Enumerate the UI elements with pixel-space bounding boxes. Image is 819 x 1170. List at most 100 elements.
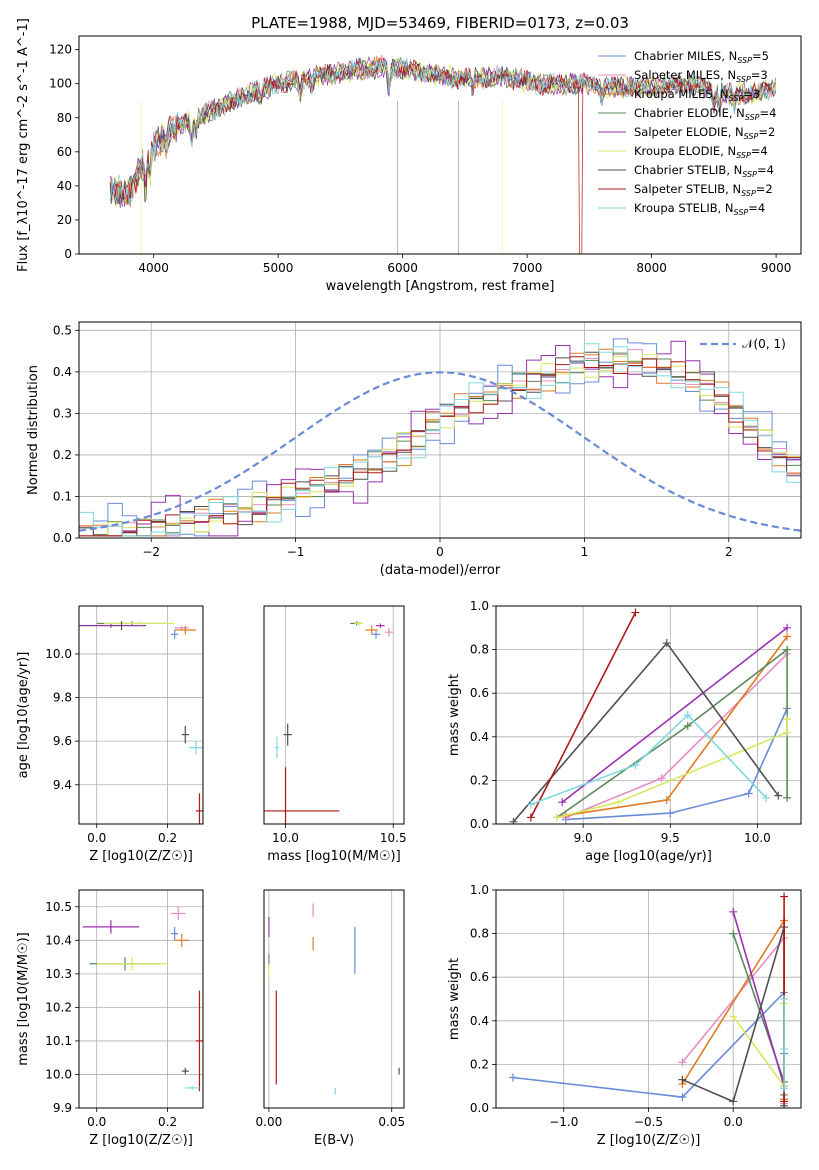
y-axis-label: mass weight [447,958,462,1040]
y-tick-label: 10.3 [45,967,72,981]
plot-area [509,608,792,824]
x-tick-label: −1.0 [549,1115,578,1129]
y-tick-label: 0.3 [53,406,72,420]
legend-entry: 𝒩(0, 1) [742,337,786,351]
x-tick-label: −1 [287,545,305,559]
legend-text: Salpeter ELODIE, N [634,125,744,139]
legend-value: =2 [756,182,773,196]
weight-line-kroupa_stelib [530,713,767,806]
weight-marker-chabrier_stelib [662,639,671,648]
legend-text: Chabrier STELIB, N [634,163,742,177]
legend-text: Kroupa MILES, N [634,87,729,101]
panel-0: 4000 5000 6000 7000 8000 9000 0 20 40 60 80 100 120 w… [16,18,802,294]
weight-marker-kroupa_elodie [553,813,561,822]
y-tick-label: 0.1 [53,489,72,503]
y-tick-label: 0.2 [470,773,489,787]
weight-marker-chabrier_elodie [683,721,692,730]
legend-value: =2 [758,125,775,139]
plot-area [109,55,776,254]
weight-marker-chabrier_stelib [774,791,783,800]
x-tick-label: −2 [142,545,160,559]
x-tick-label: 6000 [387,261,418,275]
weight-marker-salpeter_miles [657,774,666,783]
weight-line-salpeter_elodie [732,911,785,1087]
y-tick-label: 80 [57,111,72,125]
weight-marker-kroupa_miles [783,632,792,641]
legend-text: Kroupa STELIB, N [634,201,734,215]
weight-marker-kroupa_miles [662,796,671,805]
x-tick-label: 0.2 [158,831,177,845]
weight-marker-salpeter_stelib [780,1097,789,1106]
histogram-kroupa_stelib [79,343,801,537]
weight-marker-kroupa_stelib [780,1084,789,1093]
y-axis-label: age [log10(age/yr)] [16,652,31,779]
weight-marker-salpeter_stelib [780,892,789,901]
weight-marker-kroupa_stelib [631,761,640,770]
x-axis-label: E(B-V) [314,1133,354,1148]
x-axis-label: Z [log10(Z/Z☉)] [597,1133,701,1148]
weight-marker-salpeter_miles [678,1058,687,1067]
weight-marker-chabrier_miles [508,1073,517,1082]
weight-line-salpeter_elodie [561,627,788,803]
x-axis-label: (data-model)/error [380,563,501,578]
y-tick-label: 9.6 [53,734,72,748]
legend-text: Chabrier ELODIE, N [634,106,745,120]
weight-line-salpeter_miles [565,653,788,819]
y-tick-label: 10.0 [45,647,72,661]
x-tick-label: 9.5 [661,831,680,845]
legend-subscript: SSP [742,170,757,179]
y-tick-label: 120 [49,43,72,57]
weight-marker-salpeter_elodie [783,623,792,632]
legend-text: Kroupa ELODIE, N [634,144,736,158]
panel-2: 0.0 0.2 9.4 9.6 9.8 10.0 Z [log10(Z/Z☉)] age [l… [16,605,204,864]
y-tick-label: 0.2 [53,448,72,462]
axes-frame [495,605,802,825]
legend-entry: Chabrier MILES, NSSP=5 [634,49,769,65]
legend-entry: Salpeter MILES, NSSP=3 [634,68,768,84]
legend-entry: Salpeter ELODIE, NSSP=2 [634,125,775,141]
legend-text: Salpeter MILES, N [634,68,736,82]
legend-subscript: SSP [736,75,751,84]
legend-value: =5 [752,49,769,63]
x-tick-label: 10.0 [272,831,299,845]
weight-marker-chabrier_miles [744,789,753,798]
axes-frame [78,35,802,255]
weight-marker-kroupa_stelib [780,1045,789,1054]
legend-value: =4 [751,144,768,158]
weight-marker-chabrier_stelib [509,817,518,824]
x-tick-label: 1 [581,545,589,559]
y-tick-label: 10.1 [45,1034,72,1048]
x-tick-label: 10.5 [380,831,407,845]
x-tick-label: 0.2 [158,1115,177,1129]
weight-marker-salpeter_stelib [631,608,640,617]
y-tick-label: 20 [57,213,72,227]
y-tick-label: 9.8 [53,691,72,705]
y-tick-label: 0.4 [470,730,489,744]
plot-area [508,892,789,1108]
legend-entry: Kroupa ELODIE, NSSP=4 [634,144,768,160]
y-tick-label: 1.0 [470,883,489,897]
y-tick-label: 10.2 [45,1000,72,1014]
y-tick-label: 1.0 [470,599,489,613]
legend-subscript: SSP [736,151,751,160]
x-tick-label: 4000 [138,261,169,275]
x-tick-label: 0.0 [724,1115,743,1129]
legend-value: =4 [757,163,774,177]
legend-entry: Kroupa STELIB, NSSP=4 [634,201,765,217]
y-axis-label: Flux [f_λ10^-17 erg cm^-2 s^-1 A^-1] [16,18,31,272]
weight-marker-salpeter_elodie [558,798,567,807]
weight-marker-chabrier_miles [666,809,675,818]
y-tick-label: 0.6 [470,686,489,700]
legend-entry: Kroupa MILES, NSSP=3 [634,87,760,103]
axes-frame [263,605,405,825]
spectrum-chabrier_stelib [109,57,776,205]
x-tick-label: 7000 [512,261,543,275]
y-axis-label: mass [log10(M/M☉)] [16,932,31,1065]
legend-subscript: SSP [744,132,759,141]
legend-subscript: SSP [734,208,749,217]
weight-marker-chabrier_miles [678,1093,687,1102]
plot-area [264,621,394,824]
y-tick-label: 9.4 [53,778,72,792]
y-tick-label: 0.0 [53,531,72,545]
